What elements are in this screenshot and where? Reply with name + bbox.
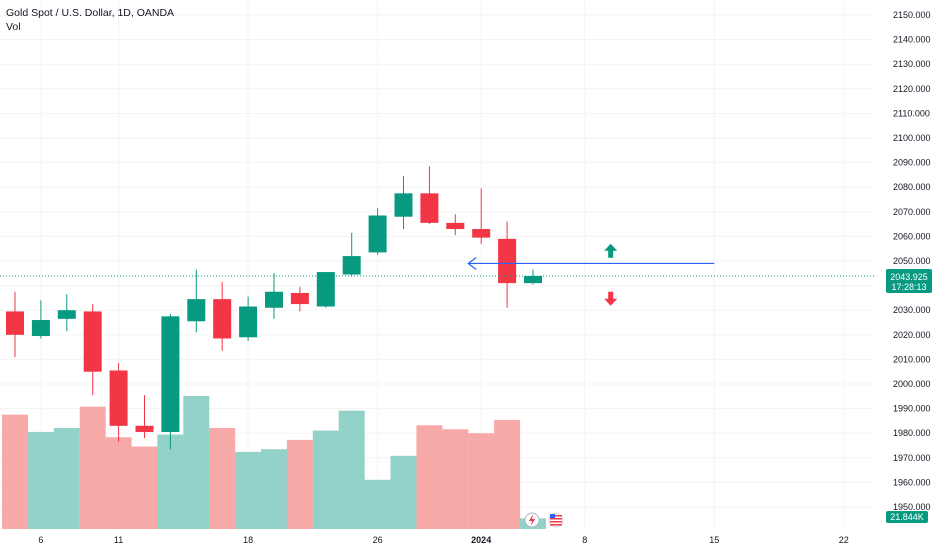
price-tag-countdown: 17:28:13 [891,282,926,292]
event-icons[interactable] [524,512,564,528]
candle-up [524,276,542,284]
flag-stripe [550,524,562,526]
symbol-title: Gold Spot / U.S. Dollar, 1D, OANDA [6,7,175,19]
candle-up [394,193,413,217]
time-tick-label: 2024 [471,535,491,545]
price-tick-label: 2000.000 [893,379,931,389]
candle-down [472,229,491,238]
volume-bar [209,427,236,529]
candle-up [342,256,361,275]
price-tick-label: 2070.000 [893,207,931,217]
time-tick-label: 26 [373,535,383,545]
volume-bar [364,479,391,529]
flag-stripe [550,515,562,517]
volume-bar [468,433,495,529]
time-tick-label: 18 [243,535,253,545]
flag-canton [550,514,555,518]
lightning-icon [529,514,535,526]
time-tick-label: 8 [582,535,587,545]
price-tick-label: 2020.000 [893,330,931,340]
arrow-left-head [467,256,477,270]
volume-bar [390,455,417,529]
candle-up [187,299,206,322]
price-tag-box [886,268,932,293]
candle-down [213,299,232,339]
candle-down [290,292,309,305]
candle-up [316,272,335,307]
candle-up [57,310,76,319]
time-tick-label: 15 [709,535,719,545]
price-axis[interactable]: 1950.000 1960.000 1970.000 1980.000 1990.000… [893,10,931,512]
volume-bar [286,439,313,529]
volume-bar [183,396,210,529]
price-tick-label: 2050.000 [893,256,931,266]
drawing-annotations[interactable] [467,243,715,306]
volume-bar [131,446,158,529]
price-tick-label: 2130.000 [893,59,931,69]
price-tag-value: 2043.925 [890,272,928,282]
candle-down [109,370,128,426]
time-tick-label: 22 [839,535,849,545]
time-axis[interactable]: 6 11 18 26 2024 8 15 22 [38,535,848,545]
candlesticks [6,166,542,450]
volume-bar [105,437,132,529]
price-tick-label: 1990.000 [893,404,931,414]
volume-tag-box [886,511,928,523]
volume-bar [416,425,443,529]
flag-stripe [550,521,562,523]
candle-down [498,238,517,284]
volume-bar [261,449,287,529]
price-tick-label: 2030.000 [893,305,931,315]
volume-bar [53,427,80,529]
candle-down [135,425,154,432]
price-tick-label: 1960.000 [893,477,931,487]
volume-bar [338,410,365,529]
price-tick-label: 2150.000 [893,10,931,20]
candle-up [239,306,258,338]
price-tick-label: 2140.000 [893,35,931,45]
arrow-down-icon [604,291,618,306]
candle-up [368,215,387,253]
candle-down [83,311,102,372]
volume-tag-value: 21.844K [890,512,924,522]
volume-bar [312,430,339,529]
price-tick-label: 1970.000 [893,453,931,463]
candle-down [6,311,24,335]
candle-down [446,222,465,230]
volume-bar [442,429,469,529]
price-tick-label: 2120.000 [893,84,931,94]
candle-up [31,320,50,337]
arrow-up-icon [604,243,618,258]
flag-stripe [550,518,562,520]
volume-bar [2,414,28,529]
candle-down [420,193,439,223]
price-tick-label: 2080.000 [893,182,931,192]
price-tick-label: 1950.000 [893,502,931,512]
volume-bars [2,396,546,529]
candle-up [265,291,283,308]
candle-up [161,316,180,432]
price-tick-label: 1980.000 [893,428,931,438]
price-tick-label: 2090.000 [893,158,931,168]
volume-bar [157,434,184,529]
volume-bar [79,406,106,529]
time-tick-label: 6 [38,535,43,545]
volume-bar [494,419,521,529]
volume-bar [27,431,54,529]
price-tick-label: 2010.000 [893,354,931,364]
price-tick-label: 2110.000 [893,108,930,118]
time-tick-label: 11 [114,535,123,545]
volume-bar [235,451,262,529]
volume-indicator-label[interactable]: Vol [6,21,21,33]
price-tick-label: 2060.000 [893,231,931,241]
price-tick-label: 2100.000 [893,133,931,143]
